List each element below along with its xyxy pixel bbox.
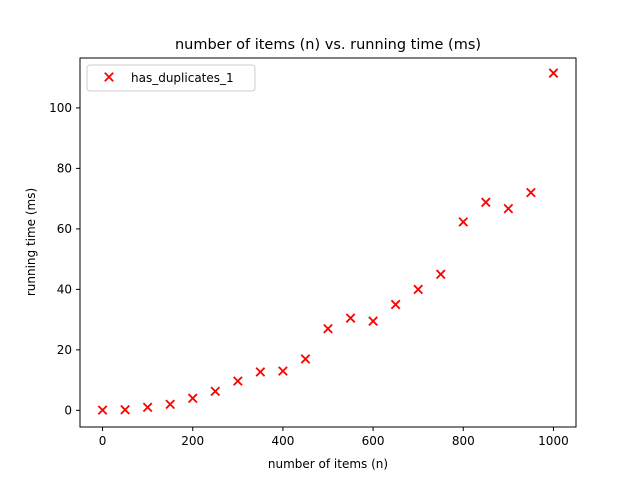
y-tick-label: 100 xyxy=(49,101,72,115)
data-point xyxy=(435,269,446,280)
data-point xyxy=(548,68,559,78)
data-point xyxy=(503,203,514,214)
y-axis-label: running time (ms) xyxy=(24,188,38,296)
data-point xyxy=(526,187,536,198)
y-tick-label: 0 xyxy=(64,403,72,417)
legend-marker-x-icon xyxy=(104,72,114,82)
plot-area xyxy=(79,57,577,428)
plot-frame xyxy=(79,57,577,428)
data-point xyxy=(142,402,153,413)
data-point xyxy=(413,284,424,295)
data-point xyxy=(165,399,176,410)
legend-box xyxy=(86,64,256,92)
data-point xyxy=(390,299,401,310)
data-point xyxy=(323,323,333,334)
data-point xyxy=(300,354,311,364)
x-tick-label: 1000 xyxy=(538,434,569,448)
x-axis: 0 200 400 600 800 1000 xyxy=(99,427,569,448)
y-tick-label: 20 xyxy=(57,343,72,357)
x-tick-label: 200 xyxy=(181,434,204,448)
data-point xyxy=(187,393,198,404)
data-point xyxy=(232,376,243,386)
data-point xyxy=(97,405,108,415)
y-tick-label: 60 xyxy=(57,222,72,236)
data-point xyxy=(120,404,130,415)
y-tick-label: 80 xyxy=(57,161,72,175)
x-tick-label: 800 xyxy=(452,434,475,448)
chart-title: number of items (n) vs. running time (ms… xyxy=(175,37,481,53)
data-point xyxy=(458,217,469,227)
data-point xyxy=(210,386,221,397)
data-point xyxy=(368,316,378,326)
x-tick-label: 600 xyxy=(362,434,385,448)
legend: has_duplicates_1 xyxy=(86,64,256,92)
legend-entry-label: has_duplicates_1 xyxy=(131,71,234,85)
data-point xyxy=(255,367,266,377)
y-axis: 0 20 40 60 80 100 xyxy=(49,101,80,417)
y-tick-label: 40 xyxy=(57,282,72,296)
data-points xyxy=(97,68,559,415)
data-point xyxy=(480,197,491,208)
x-axis-label: number of items (n) xyxy=(268,457,388,471)
legend-marker-glyph xyxy=(104,72,114,82)
x-tick-label: 400 xyxy=(271,434,294,448)
data-point xyxy=(278,366,288,376)
x-tick-label: 0 xyxy=(99,434,107,448)
data-point xyxy=(345,313,356,323)
